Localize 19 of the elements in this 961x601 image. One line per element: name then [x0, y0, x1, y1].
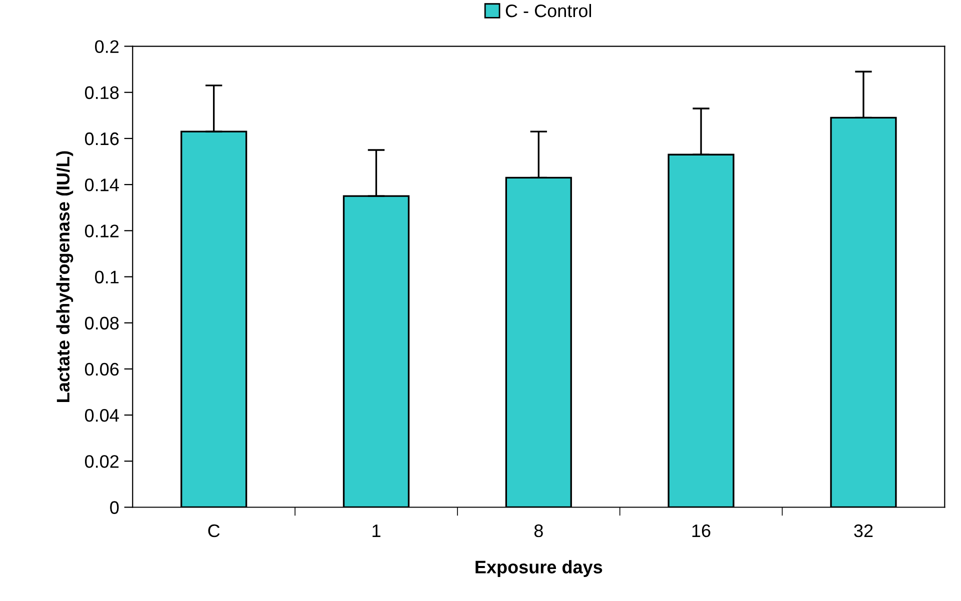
y-tick-label: 0.16 [84, 132, 119, 146]
y-tick-label: 0.02 [84, 455, 119, 468]
y-tick-label: 0.08 [84, 316, 119, 330]
y-tick-label: 0 [110, 501, 119, 514]
y-tick-label: 0.1 [95, 270, 119, 284]
y-tick-label: 0.04 [84, 408, 119, 422]
x-axis-title: Exposure days [476, 560, 602, 578]
legend-label: C - Control [506, 4, 592, 18]
y-tick-label: 0.12 [84, 224, 119, 238]
x-tick-label: 1 [372, 524, 380, 537]
y-tick-label: 0.2 [95, 40, 119, 53]
y-tick-label: 0.06 [84, 362, 119, 376]
x-tick-label: C [208, 524, 220, 538]
x-tick-label: 16 [692, 524, 710, 538]
y-tick-label: 0.18 [84, 86, 119, 100]
y-tick-label: 0.14 [84, 178, 119, 192]
y-axis-title: Lactate dehydrogenase (IU/L) [56, 151, 74, 402]
x-tick-label: 32 [854, 524, 873, 538]
x-tick-label: 8 [534, 524, 543, 538]
